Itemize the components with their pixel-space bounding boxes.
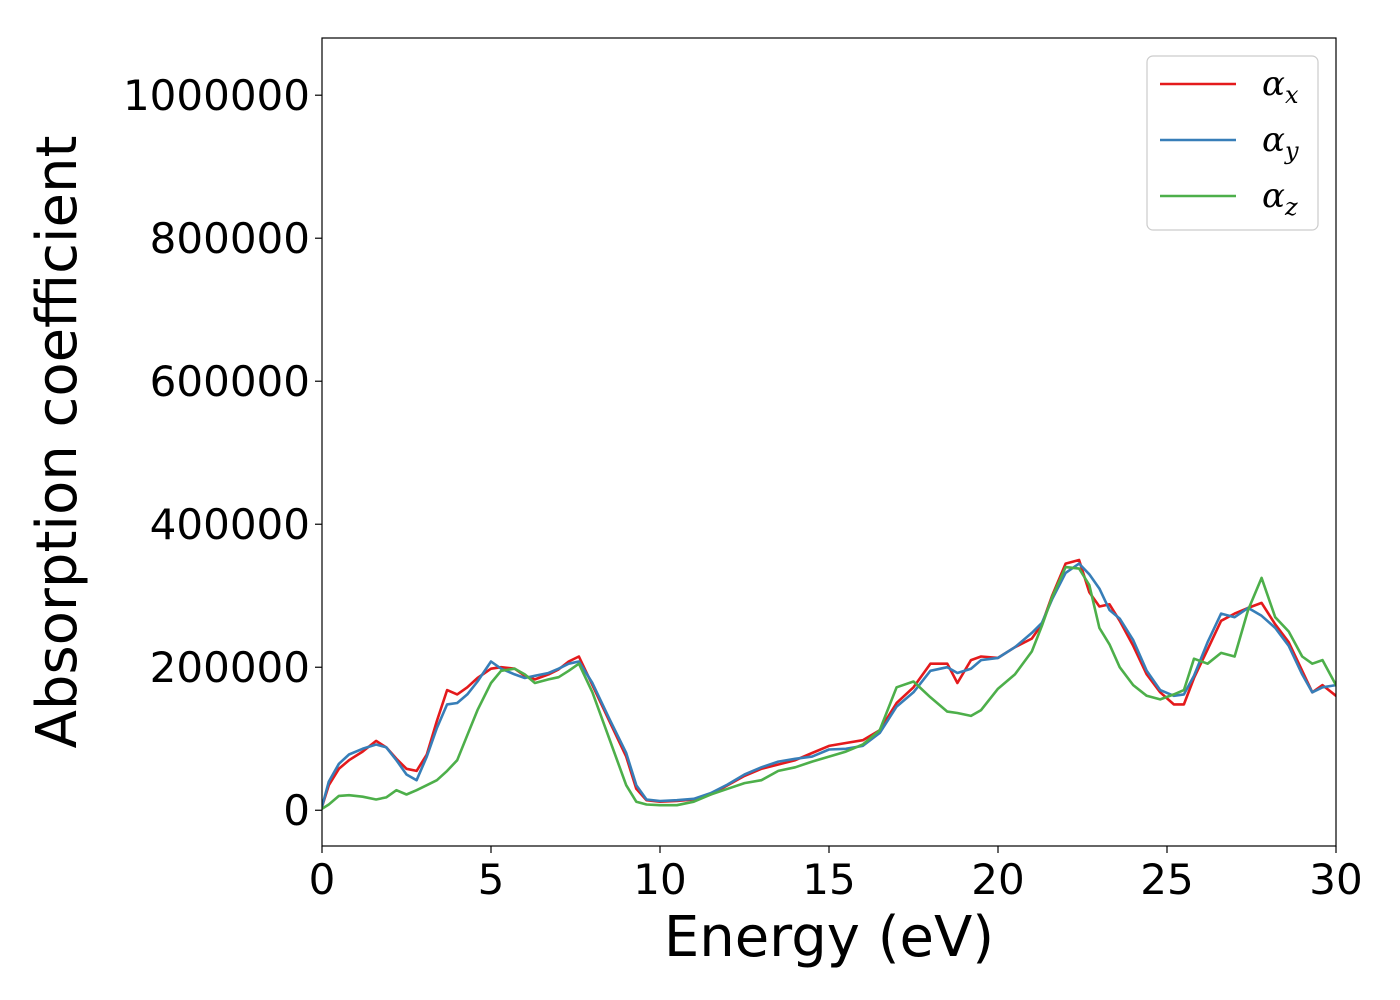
x-tick-label: 20 xyxy=(971,855,1024,904)
y-tick-label: 600000 xyxy=(150,357,310,406)
series-line-x xyxy=(322,558,1336,809)
y-tick-label: 200000 xyxy=(150,643,310,692)
x-tick-label: 5 xyxy=(478,855,505,904)
y-axis: 0 200000 400000 600000 800000 1000000 xyxy=(123,71,322,835)
y-tick-label: 400000 xyxy=(150,500,310,549)
legend: αx αy αz xyxy=(1146,55,1319,231)
x-tick-label: 10 xyxy=(633,855,686,904)
x-axis: 0 5 10 15 20 25 30 xyxy=(309,846,1363,904)
series-line-y xyxy=(322,562,1336,809)
y-axis-title: Absorption coefficient xyxy=(25,136,90,749)
legend-label-y: αy xyxy=(1262,120,1299,165)
x-tick-label: 0 xyxy=(309,855,336,904)
x-tick-label: 15 xyxy=(802,855,855,904)
x-tick-label: 30 xyxy=(1309,855,1362,904)
series-line-z xyxy=(322,565,1336,811)
legend-label-x: αx xyxy=(1262,64,1299,109)
x-tick-label: 25 xyxy=(1140,855,1193,904)
legend-box xyxy=(1146,55,1319,231)
x-axis-title: Energy (eV) xyxy=(664,905,994,970)
series-layer xyxy=(322,558,1336,811)
y-tick-label: 1000000 xyxy=(123,71,310,120)
legend-label-z: αz xyxy=(1262,176,1298,221)
y-tick-label: 800000 xyxy=(150,214,310,263)
y-tick-label: 0 xyxy=(283,786,310,835)
